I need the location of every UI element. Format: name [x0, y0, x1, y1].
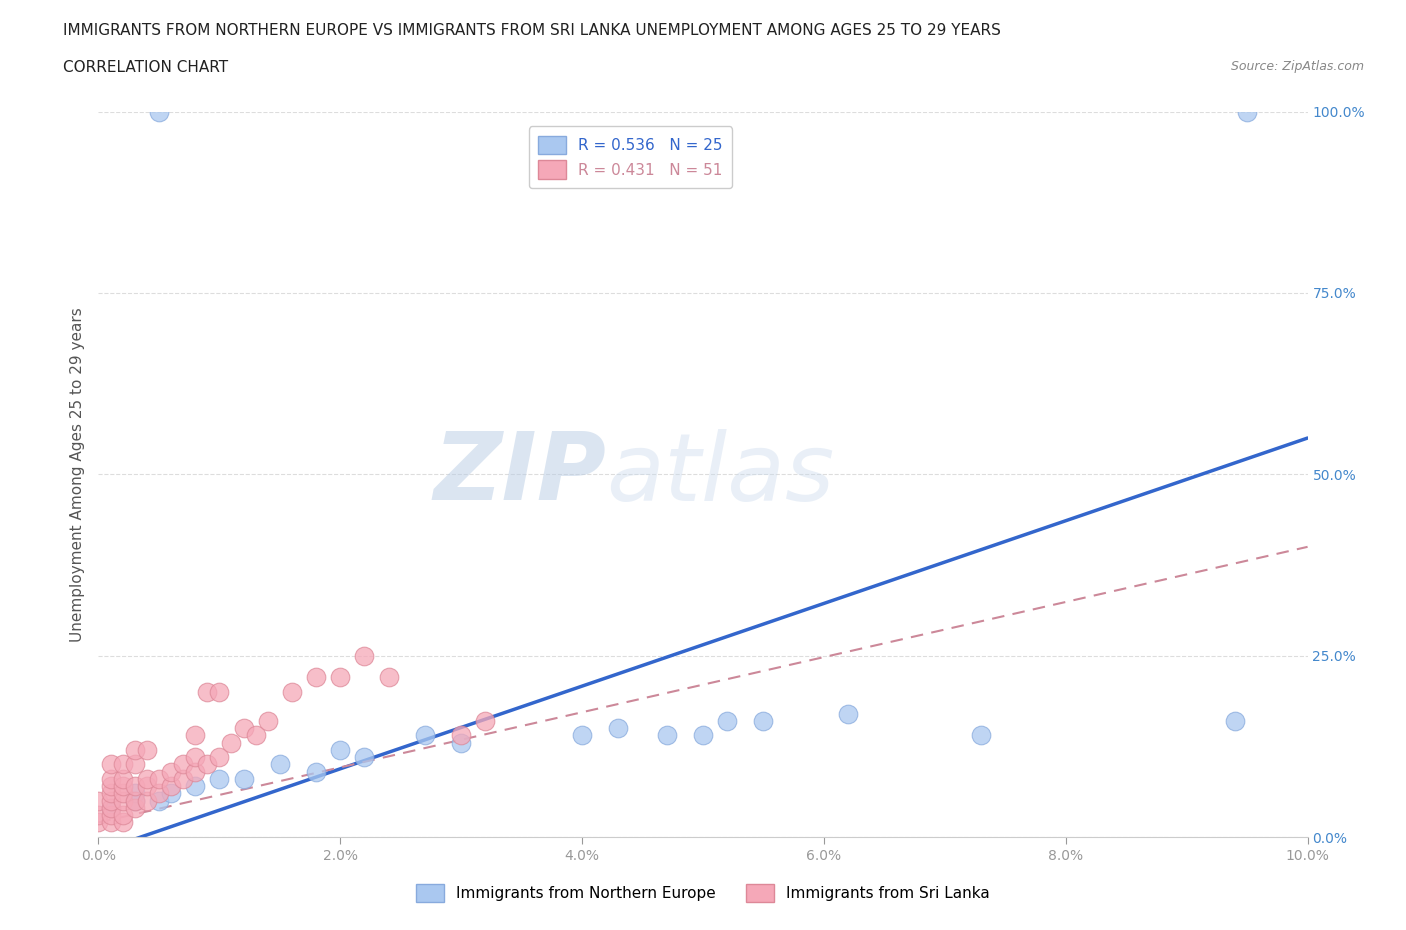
Point [111, 757, 134, 772]
Point [305, 670, 328, 684]
Point [135, 772, 157, 787]
Point [148, 772, 170, 787]
Point [377, 670, 399, 684]
Point [87, 793, 110, 808]
Point [160, 764, 183, 779]
Point [100, 757, 122, 772]
Point [135, 778, 157, 793]
Point [160, 786, 183, 801]
Point [148, 793, 170, 808]
Point [124, 801, 146, 816]
Point [571, 728, 593, 743]
Point [100, 801, 122, 816]
Point [111, 793, 134, 808]
Point [195, 757, 218, 772]
Point [124, 786, 146, 801]
Point [752, 713, 775, 728]
Point [87, 808, 110, 823]
Point [124, 778, 146, 793]
Point [100, 808, 122, 823]
Y-axis label: Unemployment Among Ages 25 to 29 years: Unemployment Among Ages 25 to 29 years [69, 307, 84, 642]
Point [172, 772, 194, 787]
Point [607, 721, 630, 736]
Point [221, 736, 243, 751]
Point [124, 793, 146, 808]
Point [716, 713, 738, 728]
Point [100, 778, 122, 793]
Point [281, 684, 304, 699]
Point [1236, 104, 1258, 119]
Legend: R = 0.536   N = 25, R = 0.431   N = 51: R = 0.536 N = 25, R = 0.431 N = 51 [529, 126, 731, 188]
Point [148, 104, 170, 119]
Point [692, 728, 714, 743]
Point [450, 728, 472, 743]
Point [184, 728, 207, 743]
Point [208, 772, 231, 787]
Point [135, 793, 157, 808]
Point [353, 648, 375, 663]
Point [655, 728, 678, 743]
Point [195, 684, 218, 699]
Point [184, 778, 207, 793]
Point [111, 772, 134, 787]
Point [329, 742, 352, 757]
Point [232, 772, 254, 787]
Point [353, 750, 375, 764]
Point [256, 713, 278, 728]
Point [269, 757, 291, 772]
Point [100, 801, 122, 816]
Point [160, 778, 183, 793]
Text: ZIP: ZIP [433, 429, 606, 520]
Point [232, 721, 254, 736]
Point [450, 736, 472, 751]
Point [970, 728, 993, 743]
Point [111, 808, 134, 823]
Point [245, 728, 267, 743]
Text: CORRELATION CHART: CORRELATION CHART [63, 60, 228, 75]
Point [329, 670, 352, 684]
Point [208, 684, 231, 699]
Point [124, 742, 146, 757]
Point [100, 772, 122, 787]
Text: atlas: atlas [606, 429, 835, 520]
Point [111, 786, 134, 801]
Point [474, 713, 496, 728]
Text: Source: ZipAtlas.com: Source: ZipAtlas.com [1230, 60, 1364, 73]
Point [124, 793, 146, 808]
Point [184, 764, 207, 779]
Point [111, 778, 134, 793]
Point [100, 815, 122, 830]
Point [837, 706, 859, 721]
Point [1223, 713, 1246, 728]
Point [87, 815, 110, 830]
Text: IMMIGRANTS FROM NORTHERN EUROPE VS IMMIGRANTS FROM SRI LANKA UNEMPLOYMENT AMONG : IMMIGRANTS FROM NORTHERN EUROPE VS IMMIG… [63, 23, 1001, 38]
Point [148, 786, 170, 801]
Point [208, 750, 231, 764]
Point [135, 742, 157, 757]
Point [172, 757, 194, 772]
Point [184, 750, 207, 764]
Legend: Immigrants from Northern Europe, Immigrants from Sri Lanka: Immigrants from Northern Europe, Immigra… [411, 878, 995, 909]
Point [100, 786, 122, 801]
Point [100, 793, 122, 808]
Point [111, 815, 134, 830]
Point [305, 764, 328, 779]
Point [124, 757, 146, 772]
Point [413, 728, 436, 743]
